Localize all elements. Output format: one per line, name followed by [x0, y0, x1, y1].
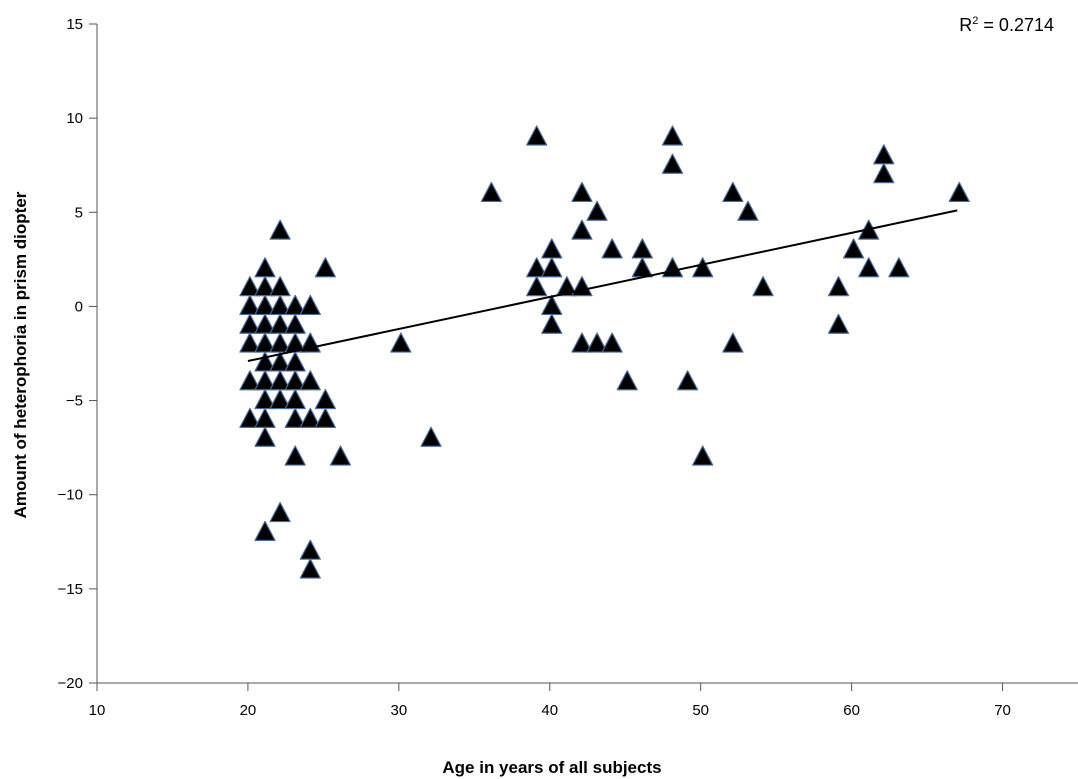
- data-point: [254, 426, 276, 447]
- x-tick-label: 60: [843, 702, 860, 719]
- data-point: [843, 238, 865, 259]
- data-point: [329, 445, 352, 466]
- data-point: [269, 276, 291, 297]
- data-point: [269, 388, 291, 410]
- data-point: [661, 257, 684, 278]
- data-point: [571, 219, 593, 240]
- data-point: [254, 520, 276, 541]
- y-axis: 15 10 5 0 −5 −10 −15 −20: [58, 16, 98, 692]
- data-point: [737, 200, 759, 221]
- data-point: [827, 313, 850, 334]
- data-point: [299, 539, 321, 560]
- data-point: [661, 153, 684, 174]
- data-point: [239, 332, 261, 353]
- data-point: [299, 407, 321, 428]
- x-tick-label: 30: [391, 702, 408, 719]
- data-point: [873, 163, 895, 184]
- data-point: [722, 332, 744, 353]
- data-point: [676, 370, 699, 391]
- data-point: [722, 181, 744, 203]
- data-point: [827, 276, 850, 297]
- data-point: [692, 257, 714, 278]
- y-tick-label: 0: [75, 298, 83, 315]
- data-point: [254, 407, 276, 428]
- y-tick-label: −20: [58, 675, 83, 692]
- data-point: [888, 257, 910, 278]
- data-point: [480, 181, 502, 203]
- data-point: [269, 219, 291, 240]
- data-points: [239, 125, 970, 579]
- data-point: [948, 181, 970, 203]
- data-point: [541, 257, 563, 278]
- data-point: [239, 370, 261, 391]
- y-tick-label: −5: [66, 393, 83, 410]
- y-tick-label: −10: [58, 487, 83, 504]
- data-point: [299, 558, 321, 579]
- data-point: [616, 370, 638, 391]
- data-point: [420, 426, 442, 447]
- data-point: [556, 276, 578, 297]
- x-tick-label: 20: [240, 702, 257, 719]
- x-axis: 10 20 30 40 50 60 70: [89, 682, 1078, 719]
- data-point: [586, 332, 608, 353]
- data-point: [631, 238, 653, 259]
- data-point: [284, 313, 306, 334]
- data-point: [314, 388, 336, 410]
- data-point: [858, 257, 880, 278]
- data-point: [314, 257, 336, 278]
- data-point: [661, 125, 684, 146]
- data-point: [601, 238, 623, 259]
- data-point: [571, 276, 593, 297]
- data-point: [390, 332, 412, 353]
- data-point: [299, 370, 321, 391]
- y-tick-label: −15: [58, 581, 83, 598]
- data-point: [269, 501, 291, 523]
- data-point: [284, 388, 306, 410]
- data-point: [692, 445, 714, 466]
- data-point: [254, 257, 276, 278]
- y-tick-label: 5: [75, 204, 83, 221]
- y-tick-label: 15: [66, 16, 83, 33]
- data-point: [571, 332, 593, 353]
- x-tick-label: 40: [541, 702, 558, 719]
- data-point: [541, 313, 563, 334]
- data-point: [541, 238, 563, 259]
- data-point: [752, 276, 774, 297]
- data-point: [571, 181, 593, 203]
- data-point: [299, 294, 321, 316]
- trend-line: [247, 209, 958, 363]
- x-tick-label: 10: [89, 702, 106, 719]
- y-tick-label: 10: [66, 110, 83, 127]
- x-tick-label: 50: [692, 702, 709, 719]
- data-point: [239, 407, 261, 428]
- y-axis-title: Amount of heterophoria in prism diopter: [11, 191, 30, 518]
- data-point: [526, 276, 548, 297]
- data-point: [873, 144, 895, 165]
- x-tick-label: 70: [994, 702, 1011, 719]
- data-point: [314, 407, 336, 428]
- x-axis-title: Age in years of all subjects: [442, 758, 661, 777]
- data-point: [284, 351, 306, 372]
- data-point: [586, 200, 608, 221]
- data-point: [284, 407, 306, 428]
- data-point: [284, 445, 306, 466]
- data-point: [631, 257, 653, 278]
- data-point: [526, 125, 548, 146]
- data-point: [601, 332, 623, 353]
- r-squared-annotation: R2 = 0.2714: [959, 15, 1054, 35]
